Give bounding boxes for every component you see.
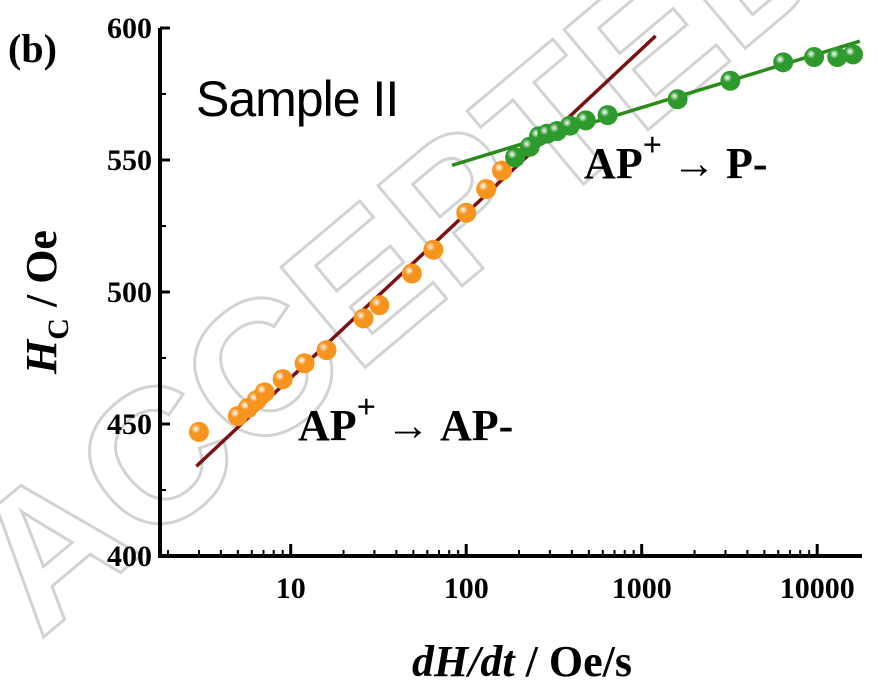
orange-data-point: [476, 179, 497, 200]
y-axis-title-sub: C: [42, 318, 75, 340]
green-data-point: [827, 47, 848, 68]
annotation-ap-to-p-sup: +: [643, 127, 662, 164]
y-axis-title-main: H: [17, 338, 66, 375]
annotation-ap-to-p-target: P-: [726, 139, 768, 188]
annotation-ap-to-ap: AP+ → AP-: [298, 389, 513, 450]
x-tick-label: 10: [276, 572, 306, 605]
x-tick-label: 100: [444, 572, 489, 605]
axes: 400 450 500 550 600 10 100 1000 10000: [107, 12, 862, 605]
y-tick-label: 500: [107, 276, 152, 309]
green-data-point: [597, 105, 618, 126]
y-tick-label: 400: [107, 540, 152, 573]
y-axis-title: HC / Oe: [17, 230, 75, 375]
annotation-ap-to-ap-target: AP-: [440, 401, 513, 450]
x-tick-label: 1000: [612, 572, 672, 605]
panel-label: (b): [8, 26, 57, 71]
annotation-ap-to-ap-arrow: →: [386, 401, 430, 450]
y-tick-label: 600: [107, 12, 152, 45]
y-tick-label: 450: [107, 408, 152, 441]
green-data-point: [804, 47, 825, 68]
orange-data-point: [423, 239, 444, 260]
x-axis-title-unit: / Oe/s: [515, 637, 632, 686]
orange-data-point: [401, 263, 422, 284]
orange-data-point: [188, 421, 209, 442]
green-data-point: [843, 44, 864, 65]
annotation-ap-to-p: AP+ → P-: [584, 127, 768, 188]
plot-area: [188, 34, 864, 468]
annotation-ap-to-p-arrow: →: [672, 139, 716, 188]
sample-label: Sample II: [196, 71, 398, 127]
orange-data-point: [254, 382, 275, 403]
labels: (b) Sample II AP+ → P- AP+ → AP- HC / Oe dH/…: [8, 26, 768, 686]
annotation-ap-to-ap-base: AP: [298, 401, 357, 450]
x-axis-title-main: dH/dt: [412, 637, 516, 686]
green-data-point: [559, 115, 580, 136]
orange-data-point: [272, 369, 293, 390]
green-data-point: [773, 52, 794, 73]
green-data-point: [505, 147, 526, 168]
green-data-point: [720, 70, 741, 91]
x-tick-label: 10000: [780, 572, 855, 605]
orange-data-point: [353, 308, 374, 329]
orange-data-point: [456, 202, 477, 223]
green-data-point: [575, 110, 596, 131]
annotation-ap-to-p-base: AP: [584, 139, 643, 188]
orange-data-point: [316, 340, 337, 361]
y-axis-title-unit: / Oe: [17, 230, 66, 318]
orange-data-point: [492, 160, 513, 181]
orange-data-point: [369, 295, 390, 316]
y-tick-label: 550: [107, 144, 152, 177]
x-axis-title: dH/dt / Oe/s: [412, 637, 632, 686]
orange-data-point: [294, 353, 315, 374]
green-data-point: [667, 89, 688, 110]
annotation-ap-to-ap-sup: +: [357, 389, 376, 426]
